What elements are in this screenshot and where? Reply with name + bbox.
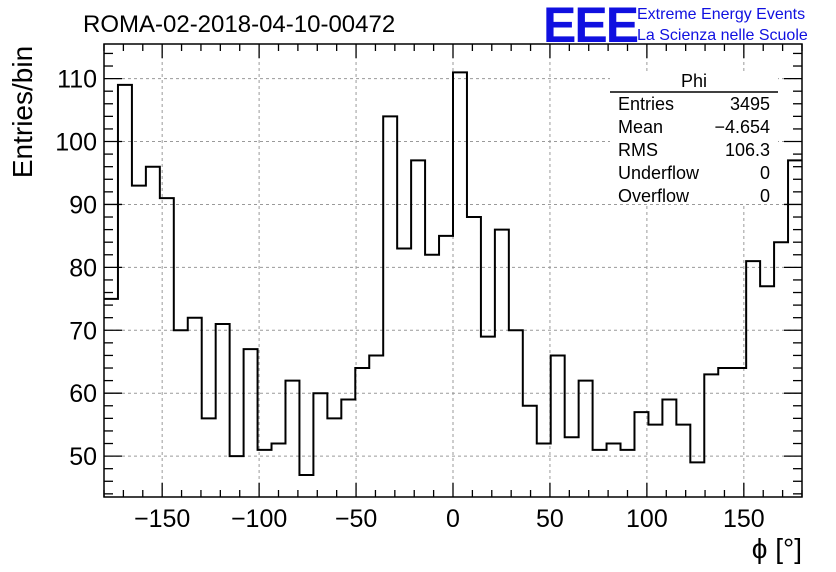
eee-logo-line1: Extreme Energy Events (637, 6, 805, 23)
stats-value-underflow: 0 (760, 163, 770, 183)
stats-value-overflow: 0 (760, 186, 770, 206)
eee-logo-text: EEE (543, 0, 638, 53)
y-tick-label: 90 (69, 191, 97, 219)
x-tick-label: −150 (134, 505, 190, 533)
axis-ticks (103, 44, 803, 497)
stats-label-entries: Entries (618, 94, 674, 114)
stats-label-mean: Mean (618, 117, 663, 137)
x-tick-label: −50 (335, 505, 377, 533)
x-tick-label: −100 (231, 505, 287, 533)
x-tick-label: 100 (626, 505, 668, 533)
stats-label-rms: RMS (618, 140, 658, 160)
stats-value-entries: 3495 (730, 94, 770, 114)
stats-label-underflow: Underflow (618, 163, 700, 183)
x-axis-title: ϕ [°] (752, 533, 802, 564)
stats-title: Phi (681, 71, 707, 91)
stats-value-rms: 106.3 (725, 140, 770, 160)
y-tick-label: 80 (69, 254, 97, 282)
y-tick-label: 50 (69, 443, 97, 471)
x-tick-label: 50 (536, 505, 564, 533)
plot-frame (103, 43, 803, 498)
y-tick-labels: 50 60 70 80 90 100 110 (55, 66, 97, 471)
run-title: ROMA-02-2018-04-10-00472 (83, 11, 395, 38)
y-tick-label: 60 (69, 380, 97, 408)
stats-box: Phi Entries 3495 Mean −4.654 RMS 106.3 U… (610, 71, 778, 206)
x-tick-label: 150 (723, 505, 765, 533)
stats-label-overflow: Overflow (618, 186, 690, 206)
stats-box-background (610, 72, 778, 204)
stats-value-mean: −4.654 (714, 117, 770, 137)
eee-logo-line2: La Scienza nelle Scuole (637, 27, 808, 44)
y-axis-title: Entries/bin (7, 46, 38, 178)
y-tick-label: 100 (55, 129, 97, 157)
y-tick-label: 70 (69, 317, 97, 345)
x-tick-label: 0 (446, 505, 460, 533)
y-tick-label: 110 (57, 66, 97, 94)
x-tick-labels: −150 −100 −50 0 50 100 150 (134, 505, 765, 533)
eee-logo: EEE Extreme Energy Events La Scienza nel… (543, 0, 808, 53)
histogram-line (104, 71, 802, 476)
